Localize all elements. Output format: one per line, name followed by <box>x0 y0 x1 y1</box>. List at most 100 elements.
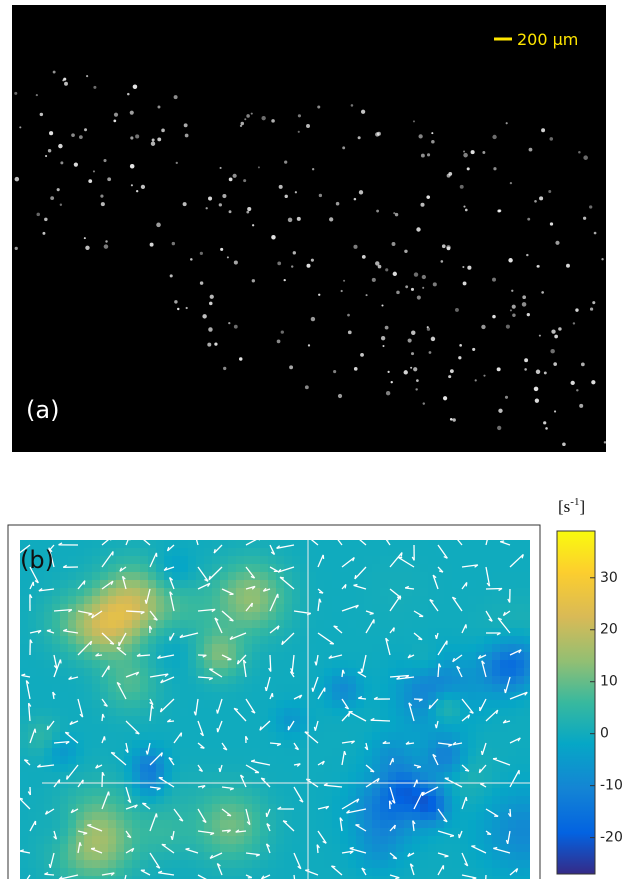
field-cell <box>500 604 509 613</box>
field-cell <box>244 788 253 797</box>
field-cell <box>84 708 93 717</box>
field-cell <box>372 836 381 845</box>
field-cell <box>292 732 301 741</box>
field-cell <box>84 652 93 661</box>
field-cell <box>164 748 173 757</box>
field-cell <box>236 724 245 733</box>
field-cell <box>84 604 93 613</box>
particle <box>418 134 422 138</box>
arrow-head <box>429 705 430 709</box>
field-cell <box>244 772 253 781</box>
field-cell <box>516 668 525 677</box>
field-cell <box>316 820 325 829</box>
field-cell <box>156 852 165 861</box>
field-cell <box>76 812 85 821</box>
field-cell <box>388 852 397 861</box>
field-cell <box>36 708 45 717</box>
field-cell <box>324 564 333 573</box>
field-cell <box>300 636 309 645</box>
field-cell <box>236 668 245 677</box>
field-cell <box>156 620 165 629</box>
field-cell <box>204 628 213 637</box>
particle <box>377 132 381 136</box>
field-cell <box>52 820 61 829</box>
field-cell <box>508 860 517 869</box>
field-cell <box>196 860 205 869</box>
field-cell <box>172 684 181 693</box>
field-cell <box>140 812 149 821</box>
field-cell <box>116 596 125 605</box>
field-cell <box>356 812 365 821</box>
field-cell <box>180 620 189 629</box>
field-cell <box>236 732 245 741</box>
particle <box>130 111 134 115</box>
field-cell <box>500 636 509 645</box>
field-cell <box>516 756 525 765</box>
field-cell <box>196 748 205 757</box>
field-cell <box>148 572 157 581</box>
field-cell <box>172 564 181 573</box>
field-cell <box>372 756 381 765</box>
field-cell <box>196 756 205 765</box>
arrow-head <box>84 581 85 585</box>
field-cell <box>92 644 101 653</box>
field-cell <box>156 732 165 741</box>
field-cell <box>44 692 53 701</box>
particle <box>60 204 62 206</box>
field-cell <box>228 572 237 581</box>
field-cell <box>388 612 397 621</box>
particle <box>333 370 336 373</box>
field-cell <box>324 756 333 765</box>
field-cell <box>284 764 293 773</box>
field-cell <box>236 868 245 877</box>
field-cell <box>276 548 285 557</box>
field-cell <box>204 596 213 605</box>
field-cell <box>324 596 333 605</box>
field-cell <box>428 692 437 701</box>
particle <box>421 154 425 158</box>
field-cell <box>196 868 205 877</box>
field-cell <box>68 748 77 757</box>
field-cell <box>436 676 445 685</box>
field-cell <box>156 804 165 813</box>
field-cell <box>20 700 29 709</box>
field-cell <box>204 740 213 749</box>
field-cell <box>428 556 437 565</box>
field-cell <box>412 668 421 677</box>
field-cell <box>396 740 405 749</box>
field-cell <box>420 548 429 557</box>
field-cell <box>116 740 125 749</box>
particle <box>482 151 485 154</box>
field-cell <box>308 692 317 701</box>
field-cell <box>364 812 373 821</box>
field-cell <box>348 636 357 645</box>
field-cell <box>148 764 157 773</box>
field-cell <box>140 852 149 861</box>
field-cell <box>332 596 341 605</box>
particle <box>277 262 281 266</box>
field-cell <box>380 580 389 589</box>
field-cell <box>276 676 285 685</box>
field-cell <box>220 596 229 605</box>
field-cell <box>244 676 253 685</box>
field-cell <box>124 556 133 565</box>
field-cell <box>460 564 469 573</box>
arrow-head <box>444 856 448 857</box>
field-cell <box>324 748 333 757</box>
field-cell <box>340 596 349 605</box>
field-cell <box>468 788 477 797</box>
field-cell <box>300 764 309 773</box>
field-cell <box>484 684 493 693</box>
field-cell <box>132 812 141 821</box>
field-cell <box>316 812 325 821</box>
field-cell <box>516 852 525 861</box>
field-cell <box>252 588 261 597</box>
field-cell <box>252 644 261 653</box>
field-cell <box>324 732 333 741</box>
field-cell <box>420 796 429 805</box>
field-cell <box>84 676 93 685</box>
field-cell <box>516 676 525 685</box>
field-cell <box>460 692 469 701</box>
field-cell <box>484 556 493 565</box>
field-cell <box>68 636 77 645</box>
